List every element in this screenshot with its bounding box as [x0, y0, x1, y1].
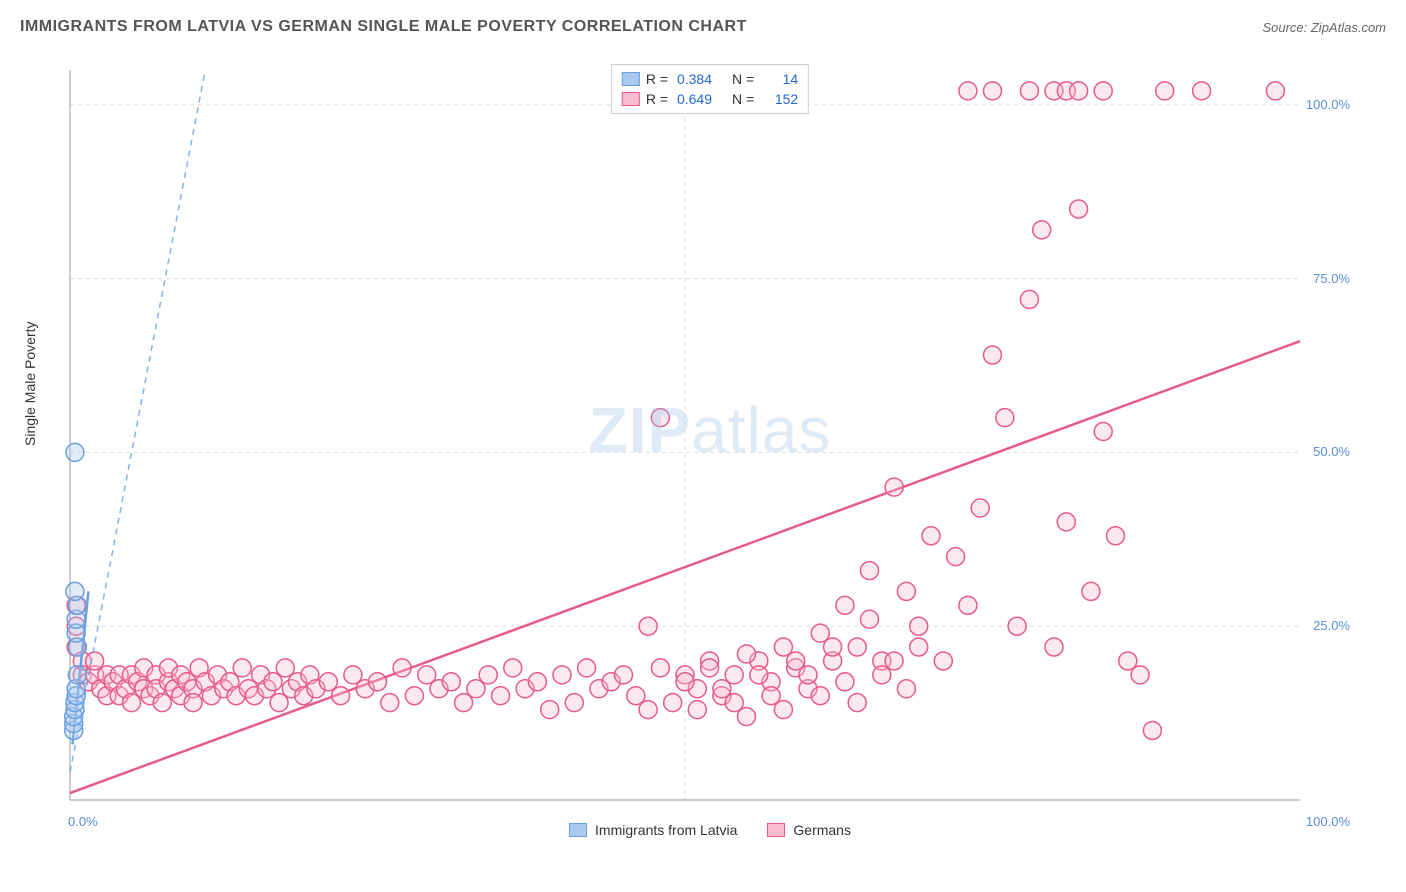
r-label: R =: [646, 69, 668, 89]
source-attribution: Source: ZipAtlas.com: [1262, 20, 1386, 35]
y-axis-label: Single Male Poverty: [22, 321, 38, 446]
legend-label-latvia: Immigrants from Latvia: [595, 822, 737, 838]
series-legend: Immigrants from Latvia Germans: [569, 822, 851, 838]
correlation-row-latvia: R = 0.384 N = 14: [622, 69, 798, 89]
axis-tick: 25.0%: [1313, 618, 1350, 633]
axis-tick: 50.0%: [1313, 444, 1350, 459]
chart-title: IMMIGRANTS FROM LATVIA VS GERMAN SINGLE …: [20, 18, 747, 36]
legend-label-germans: Germans: [793, 822, 851, 838]
swatch-latvia-icon: [569, 823, 587, 837]
title-bar: IMMIGRANTS FROM LATVIA VS GERMAN SINGLE …: [20, 18, 1386, 36]
chart-container: IMMIGRANTS FROM LATVIA VS GERMAN SINGLE …: [0, 0, 1406, 892]
n-label: N =: [732, 69, 754, 89]
n-label: N =: [732, 89, 754, 109]
axis-tick: 0.0%: [68, 814, 98, 829]
swatch-latvia: [622, 72, 640, 86]
swatch-germans-icon: [767, 823, 785, 837]
r-value-latvia: 0.384: [674, 69, 712, 89]
correlation-row-germans: R = 0.649 N = 152: [622, 89, 798, 109]
r-value-germans: 0.649: [674, 89, 712, 109]
r-label: R =: [646, 89, 668, 109]
scatter-chart-svg: [60, 60, 1360, 830]
axis-tick: 100.0%: [1306, 97, 1350, 112]
correlation-legend: R = 0.384 N = 14 R = 0.649 N = 152: [611, 64, 809, 114]
swatch-germans: [622, 92, 640, 106]
n-value-germans: 152: [760, 89, 798, 109]
legend-item-latvia: Immigrants from Latvia: [569, 822, 737, 838]
axis-tick: 100.0%: [1306, 814, 1350, 829]
n-value-latvia: 14: [760, 69, 798, 89]
legend-item-germans: Germans: [767, 822, 851, 838]
axis-tick: 75.0%: [1313, 271, 1350, 286]
plot-area: ZIPatlas R = 0.384 N = 14 R = 0.649 N = …: [60, 60, 1360, 830]
